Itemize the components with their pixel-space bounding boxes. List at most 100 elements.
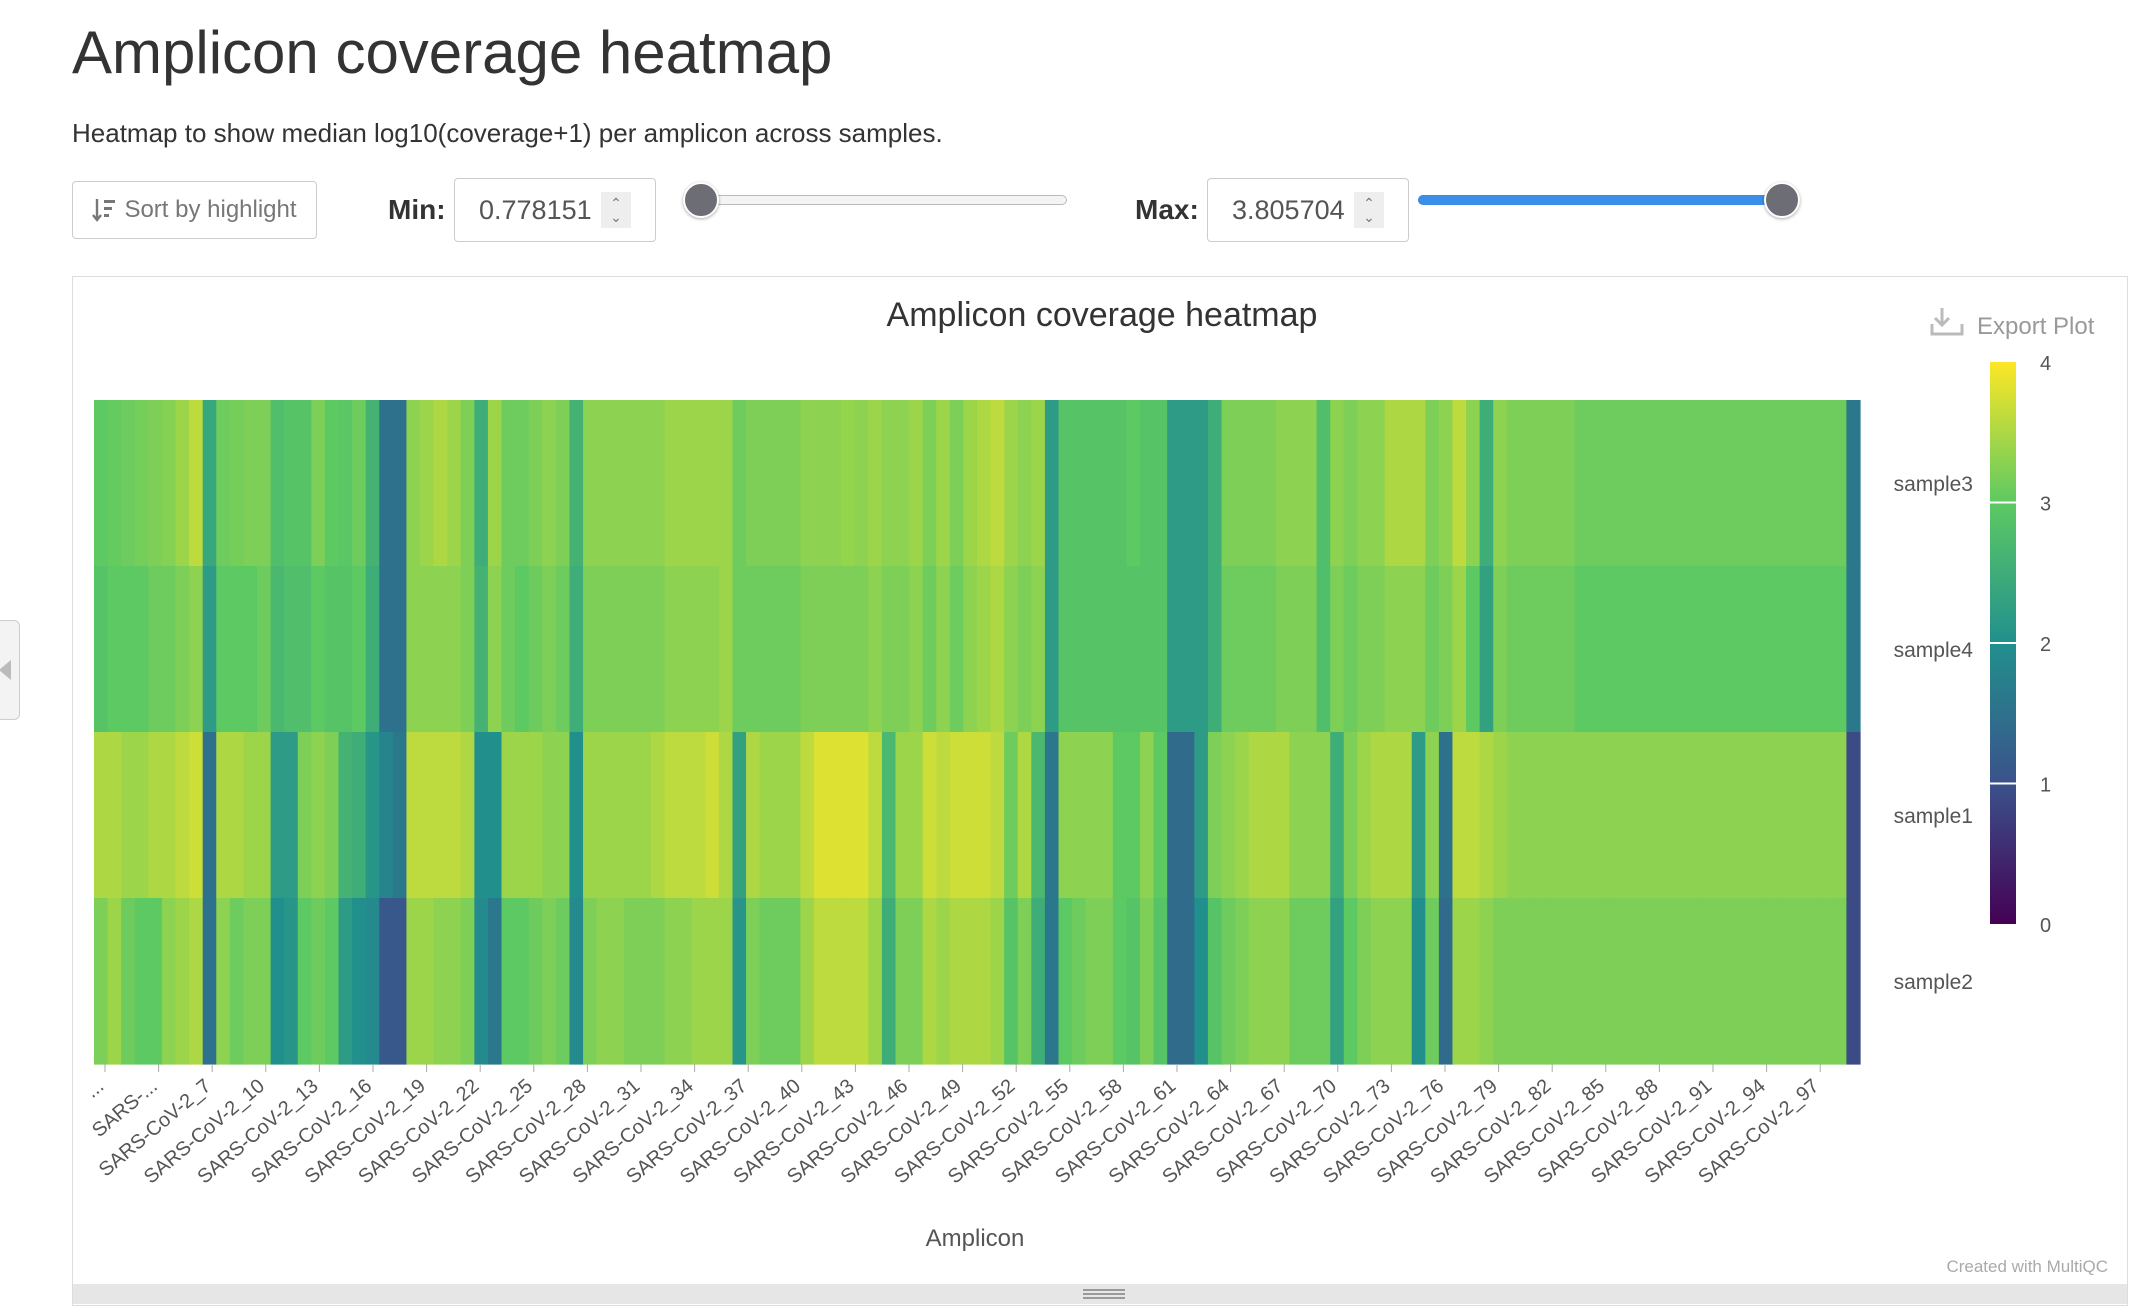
heatmap-cell[interactable] [94,732,109,899]
heatmap-cell[interactable] [1384,732,1399,899]
heatmap-cell[interactable] [365,566,380,733]
heatmap-cell[interactable] [583,400,598,567]
heatmap-cell[interactable] [1126,400,1141,567]
heatmap-cell[interactable] [338,400,353,567]
heatmap-cell[interactable] [637,898,652,1065]
heatmap-cell[interactable] [284,898,299,1065]
heatmap-cell[interactable] [338,566,353,733]
heatmap-cell[interactable] [1710,566,1725,733]
heatmap-cell[interactable] [352,732,367,899]
heatmap-cell[interactable] [1642,898,1657,1065]
heatmap-cell[interactable] [1262,732,1277,899]
heatmap-cell[interactable] [909,898,924,1065]
heatmap-cell[interactable] [1547,898,1562,1065]
heatmap-cell[interactable] [909,400,924,567]
heatmap-cell[interactable] [1778,898,1793,1065]
heatmap-cell[interactable] [1737,566,1752,733]
heatmap-cell[interactable] [460,566,475,733]
heatmap-cell[interactable] [936,400,951,567]
heatmap-cell[interactable] [1724,898,1739,1065]
heatmap-cell[interactable] [1751,400,1766,567]
heatmap-cell[interactable] [746,732,761,899]
heatmap-cell[interactable] [1425,566,1440,733]
heatmap-cell[interactable] [284,732,299,899]
heatmap-cell[interactable] [284,400,299,567]
heatmap-cell[interactable] [1819,400,1834,567]
heatmap-cell[interactable] [1330,732,1345,899]
heatmap-cell[interactable] [447,400,462,567]
heatmap-cell[interactable] [555,566,571,733]
heatmap-cell[interactable] [1574,732,1589,899]
heatmap-cell[interactable] [1044,898,1060,1065]
heatmap-cell[interactable] [161,566,177,733]
heatmap-cell[interactable] [1221,400,1236,567]
heatmap-cell[interactable] [1194,732,1209,899]
heatmap-cell[interactable] [936,898,951,1065]
heatmap-cell[interactable] [1343,400,1358,567]
heatmap-cell[interactable] [1656,400,1671,567]
heatmap-cell[interactable] [352,898,367,1065]
heatmap-cell[interactable] [1846,400,1861,567]
heatmap-cell[interactable] [895,400,910,567]
heatmap-cell[interactable] [868,566,883,733]
heatmap-cell[interactable] [786,400,801,567]
heatmap-cell[interactable] [1303,732,1318,899]
heatmap-cell[interactable] [1764,400,1780,567]
heatmap-cell[interactable] [1656,732,1671,899]
heatmap-cell[interactable] [732,400,747,567]
heatmap-cell[interactable] [148,732,163,899]
heatmap-cell[interactable] [1805,566,1820,733]
heatmap-cell[interactable] [868,898,883,1065]
heatmap-cell[interactable] [1669,732,1684,899]
heatmap-cell[interactable] [718,732,734,899]
heatmap-cell[interactable] [216,400,231,567]
heatmap-cell[interactable] [460,898,475,1065]
heatmap-cell[interactable] [705,732,720,899]
heatmap-cell[interactable] [949,566,965,733]
heatmap-cell[interactable] [664,898,679,1065]
heatmap-cell[interactable] [1275,566,1291,733]
heatmap-cell[interactable] [1099,898,1114,1065]
heatmap-cell[interactable] [1275,400,1291,567]
heatmap-cell[interactable] [515,898,530,1065]
heatmap-cell[interactable] [1398,566,1413,733]
heatmap-cell[interactable] [406,400,421,567]
heatmap-cell[interactable] [1832,566,1848,733]
heatmap-cell[interactable] [311,400,326,567]
heatmap-cell[interactable] [474,400,489,567]
heatmap-cell[interactable] [732,566,747,733]
heatmap-cell[interactable] [229,566,245,733]
heatmap-cell[interactable] [148,566,163,733]
spin-up-icon[interactable]: ⌃ [1363,195,1375,211]
heatmap-cell[interactable] [949,400,965,567]
heatmap-cell[interactable] [1819,566,1834,733]
heatmap-cell[interactable] [1072,400,1087,567]
heatmap-cell[interactable] [1792,400,1807,567]
heatmap-cell[interactable] [1832,898,1848,1065]
heatmap-cell[interactable] [1805,898,1820,1065]
heatmap-cell[interactable] [746,400,761,567]
heatmap-cell[interactable] [1792,732,1807,899]
heatmap-cell[interactable] [216,566,231,733]
heatmap-cell[interactable] [284,566,299,733]
heatmap-cell[interactable] [1724,566,1739,733]
heatmap-cell[interactable] [1561,898,1576,1065]
heatmap-cell[interactable] [501,898,516,1065]
heatmap-cell[interactable] [800,898,815,1065]
heatmap-cell[interactable] [1452,898,1467,1065]
heatmap-cell[interactable] [1452,400,1467,567]
heatmap-cell[interactable] [528,566,543,733]
sort-by-highlight-button[interactable]: Sort by highlight [72,181,317,239]
heatmap-cell[interactable] [1574,566,1589,733]
heatmap-cell[interactable] [161,898,177,1065]
heatmap-cell[interactable] [1601,400,1617,567]
heatmap-cell[interactable] [1805,732,1820,899]
heatmap-cell[interactable] [1438,566,1454,733]
heatmap-cell[interactable] [392,566,408,733]
heatmap-cell[interactable] [1479,732,1494,899]
heatmap-cell[interactable] [637,400,652,567]
heatmap-cell[interactable] [922,732,937,899]
heatmap-cell[interactable] [487,732,503,899]
heatmap-cell[interactable] [555,400,571,567]
heatmap-cell[interactable] [1384,898,1399,1065]
